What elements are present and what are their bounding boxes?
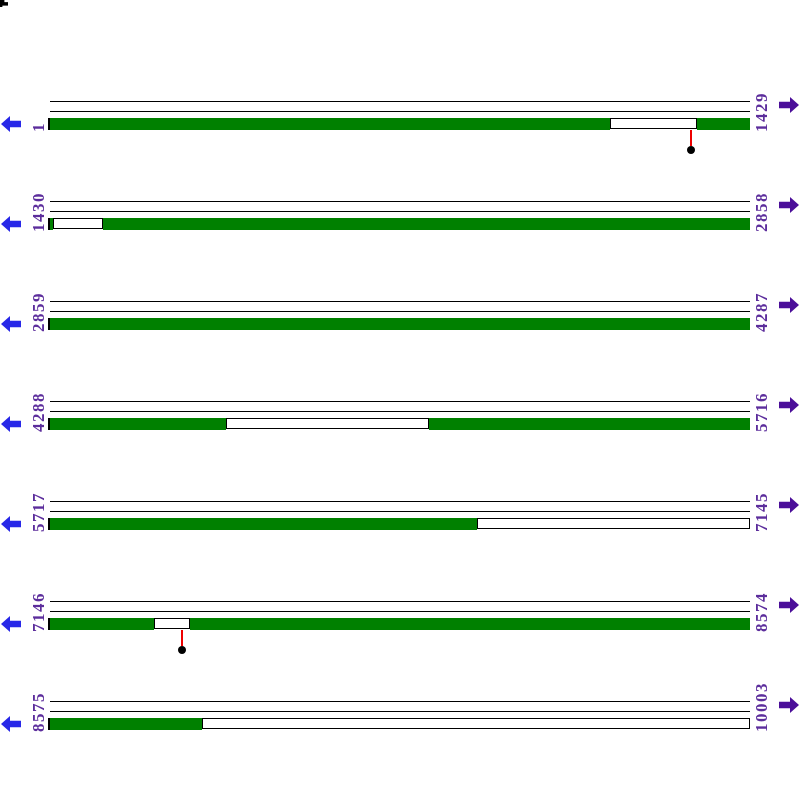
frame-line bbox=[50, 511, 750, 512]
gap-segment bbox=[226, 418, 429, 429]
gap-segment bbox=[53, 218, 103, 229]
marker-dot bbox=[178, 646, 186, 654]
scroll-right-arrow-icon[interactable] bbox=[779, 97, 799, 113]
scroll-left-arrow-icon[interactable] bbox=[1, 316, 21, 332]
aligned-segment bbox=[697, 118, 750, 130]
frame-line bbox=[50, 101, 750, 102]
row-start-coordinate: 4288 bbox=[29, 392, 48, 432]
gap-segment bbox=[154, 618, 190, 629]
alignment-track bbox=[50, 518, 750, 530]
frame-line bbox=[50, 601, 750, 602]
track-start-tick bbox=[48, 218, 50, 230]
aligned-segment bbox=[190, 618, 750, 630]
scroll-right-arrow-icon[interactable] bbox=[779, 597, 799, 613]
scroll-right-arrow-icon[interactable] bbox=[779, 497, 799, 513]
row-end-coordinate: 10003 bbox=[752, 682, 771, 732]
frame-line bbox=[50, 611, 750, 612]
track-start-tick bbox=[48, 618, 50, 630]
alignment-track bbox=[50, 218, 750, 230]
scroll-right-arrow-icon[interactable] bbox=[779, 697, 799, 713]
aligned-segment bbox=[50, 718, 202, 730]
row-start-coordinate: 7146 bbox=[29, 592, 48, 632]
alignment-row: 1 1429 bbox=[0, 80, 800, 180]
scroll-left-arrow-icon[interactable] bbox=[1, 116, 21, 132]
row-start-coordinate: 1430 bbox=[29, 192, 48, 232]
row-end-coordinate: 4287 bbox=[752, 292, 771, 332]
gap-segment bbox=[610, 118, 697, 129]
aligned-segment bbox=[50, 218, 53, 230]
frame-line bbox=[50, 401, 750, 402]
row-start-coordinate: 8575 bbox=[29, 692, 48, 732]
row-start-coordinate: 5717 bbox=[29, 492, 48, 532]
marker-stem bbox=[690, 130, 692, 146]
row-end-coordinate: 5716 bbox=[752, 392, 771, 432]
row-end-coordinate: 7145 bbox=[752, 492, 771, 532]
scroll-left-arrow-icon[interactable] bbox=[1, 416, 21, 432]
aligned-segment bbox=[50, 318, 750, 330]
scroll-left-arrow-icon[interactable] bbox=[1, 716, 21, 732]
row-end-coordinate: 8574 bbox=[752, 592, 771, 632]
frame-line bbox=[50, 111, 750, 112]
marker-stem bbox=[181, 630, 183, 646]
alignment-track bbox=[50, 118, 750, 130]
frame-line bbox=[50, 411, 750, 412]
aligned-segment bbox=[103, 218, 750, 230]
alignment-track bbox=[50, 718, 750, 730]
scroll-left-arrow-icon[interactable] bbox=[1, 616, 21, 632]
alignment-row: 5717 7145 bbox=[0, 480, 800, 580]
marker-dot bbox=[687, 146, 695, 154]
scroll-left-arrow-icon[interactable] bbox=[1, 216, 21, 232]
aligned-segment bbox=[50, 618, 154, 630]
aligned-segment bbox=[50, 118, 610, 130]
track-start-tick bbox=[48, 318, 50, 330]
scroll-right-arrow-icon[interactable] bbox=[779, 197, 799, 213]
track-start-tick bbox=[48, 718, 50, 730]
frame-line bbox=[50, 701, 750, 702]
scroll-right-arrow-icon[interactable] bbox=[779, 397, 799, 413]
track-start-tick bbox=[48, 518, 50, 530]
aligned-segment bbox=[50, 418, 226, 430]
row-start-coordinate: 1 bbox=[29, 122, 48, 132]
alignment-row: 4288 5716 bbox=[0, 380, 800, 480]
frame-line bbox=[50, 211, 750, 212]
row-end-coordinate: 1429 bbox=[752, 92, 771, 132]
track-start-tick bbox=[48, 118, 50, 130]
alignment-track bbox=[50, 618, 750, 630]
aligned-segment bbox=[429, 418, 750, 430]
gap-segment bbox=[477, 518, 750, 529]
frame-line bbox=[50, 311, 750, 312]
alignment-row: 2859 4287 bbox=[0, 280, 800, 380]
alignment-track bbox=[50, 418, 750, 430]
alignment-row: 8575 10003 bbox=[0, 680, 800, 780]
frame-line bbox=[50, 501, 750, 502]
scroll-left-arrow-icon[interactable] bbox=[1, 516, 21, 532]
aligned-segment bbox=[50, 518, 477, 530]
frame-line bbox=[50, 711, 750, 712]
row-start-coordinate: 2859 bbox=[29, 292, 48, 332]
track-start-tick bbox=[48, 418, 50, 430]
alignment-track bbox=[50, 318, 750, 330]
gap-segment bbox=[202, 718, 750, 729]
row-end-coordinate: 2858 bbox=[752, 192, 771, 232]
frame-line bbox=[50, 301, 750, 302]
scroll-right-arrow-icon[interactable] bbox=[779, 297, 799, 313]
alignment-row: 7146 8574 bbox=[0, 580, 800, 680]
clipped-glyph-fragment bbox=[0, 0, 8, 7]
frame-line bbox=[50, 201, 750, 202]
alignment-row: 1430 2858 bbox=[0, 180, 800, 280]
